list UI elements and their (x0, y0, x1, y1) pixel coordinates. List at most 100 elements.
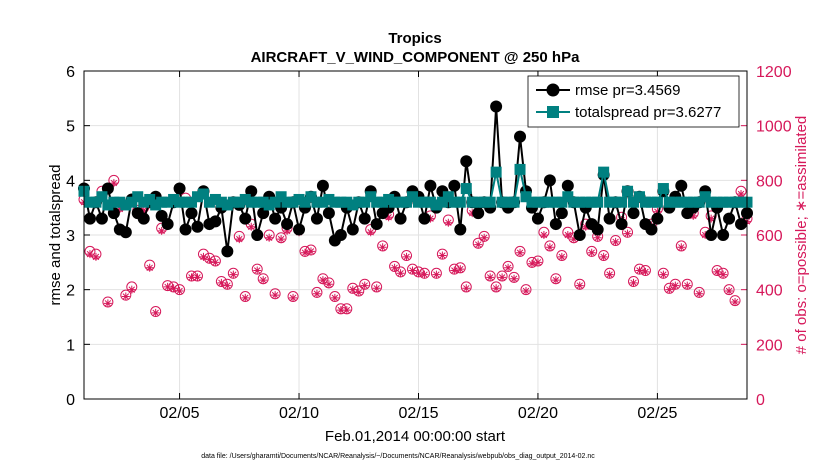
rmse-point (717, 229, 730, 241)
obs-assimilated-point (719, 270, 728, 279)
plot-box (83, 70, 748, 400)
totalspread-point (221, 199, 233, 211)
x-tick-label: 02/05 (160, 405, 200, 422)
rmse-point (221, 245, 234, 258)
totalspread-point (389, 196, 401, 208)
totalspread-point (711, 196, 723, 208)
totalspread-point (687, 196, 699, 208)
obs-assimilated-point (671, 281, 680, 290)
totalspread-point (383, 193, 395, 205)
totalspread-point (681, 196, 693, 208)
obs-assimilated-point (707, 214, 716, 223)
rmse-point (209, 215, 222, 228)
y-tick-label: 2 (66, 283, 75, 300)
totalspread-point (126, 196, 138, 208)
totalspread-point (604, 196, 616, 208)
legend-rmse-label: rmse pr=3.4569 (575, 82, 680, 99)
obs-assimilated-point (629, 278, 638, 287)
y2-tick-label: 800 (756, 173, 783, 190)
obs-assimilated-point (354, 288, 363, 297)
obs-assimilated-point (539, 231, 548, 239)
totalspread-point (562, 191, 574, 203)
totalspread-point (311, 196, 323, 208)
rmse-point (591, 223, 604, 236)
x-tick-label: 02/15 (398, 405, 438, 422)
rmse-point (514, 130, 527, 143)
rmse-point (651, 212, 664, 225)
totalspread-point (269, 196, 281, 208)
y-axis-label: rmse and totalspread (47, 165, 64, 306)
obs-assimilated-point (157, 226, 166, 235)
totalspread-point (586, 196, 598, 208)
obs-assimilated-point (414, 269, 423, 278)
rmse-point (239, 212, 252, 225)
rmse-point (603, 212, 616, 225)
obs-assimilated-point (378, 243, 387, 252)
rmse-point (705, 229, 718, 241)
totalspread-point (442, 191, 454, 203)
totalspread-point (693, 196, 705, 208)
obs-assimilated-point (474, 240, 483, 249)
legend-spread-marker (547, 106, 559, 118)
obs-assimilated-point (372, 284, 381, 293)
obs-assimilated-point (390, 263, 399, 272)
totalspread-point (466, 196, 478, 208)
legend-box (527, 75, 740, 128)
rmse-point (561, 179, 574, 192)
totalspread-point (162, 196, 174, 208)
y-tick-label: 3 (66, 228, 75, 245)
totalspread-point (96, 191, 108, 203)
obs-assimilated-point (605, 270, 614, 279)
totalspread-point (478, 196, 490, 208)
obs-assimilated-point (450, 266, 459, 275)
totalspread-point (108, 196, 120, 208)
rmse-point (543, 174, 556, 187)
obs-assimilated-point (366, 228, 375, 237)
totalspread-point (257, 196, 269, 208)
obs-assimilated-point (229, 270, 238, 279)
obs-assimilated-point (139, 206, 148, 215)
obs-assimilated-point (695, 289, 704, 298)
totalspread-point (341, 196, 353, 208)
totalspread-point (574, 196, 586, 208)
obs-assimilated-point (330, 293, 339, 302)
totalspread-point (299, 196, 311, 208)
totalspread-point (616, 196, 628, 208)
totalspread-point (628, 196, 640, 208)
legend: rmse pr=3.4569 totalspread pr=3.6277 (527, 75, 740, 128)
totalspread-point (699, 191, 711, 203)
totalspread-point (174, 196, 186, 208)
obs-assimilated-point (611, 237, 620, 246)
obs-assimilated-point (533, 258, 542, 267)
obs-assimilated-point (301, 248, 309, 257)
obs-assimilated-point (169, 284, 178, 293)
totalspread-point (275, 191, 287, 203)
totalspread-point (735, 196, 747, 208)
obs-assimilated-point (103, 299, 112, 308)
totalspread-point (114, 196, 126, 208)
totalspread-point (430, 199, 442, 211)
rmse-point (424, 179, 437, 192)
obs-assimilated-point (653, 207, 662, 216)
obs-assimilated-point (241, 293, 250, 302)
y2-tick-label: 1000 (756, 119, 792, 136)
rmse-point (119, 226, 132, 239)
obs-assimilated-point (581, 222, 590, 231)
rmse-point (191, 220, 204, 233)
obs-assimilated-point (498, 273, 507, 282)
obs-assimilated-point (324, 280, 333, 289)
totalspread-point (317, 196, 329, 208)
obs-assimilated-point (223, 281, 232, 290)
obs-assimilated-point (253, 266, 262, 275)
totalspread-point (657, 183, 669, 195)
totalspread-point (556, 196, 568, 208)
totalspread-point (729, 196, 741, 208)
totalspread-point (705, 196, 717, 208)
obs-assimilated-point (444, 218, 453, 227)
chart-title: Tropics (388, 30, 441, 47)
rmse-point (460, 155, 473, 168)
obs-assimilated-point (480, 233, 489, 242)
totalspread-point (144, 193, 156, 205)
totalspread-point (132, 191, 144, 203)
rmse-point (454, 223, 467, 236)
